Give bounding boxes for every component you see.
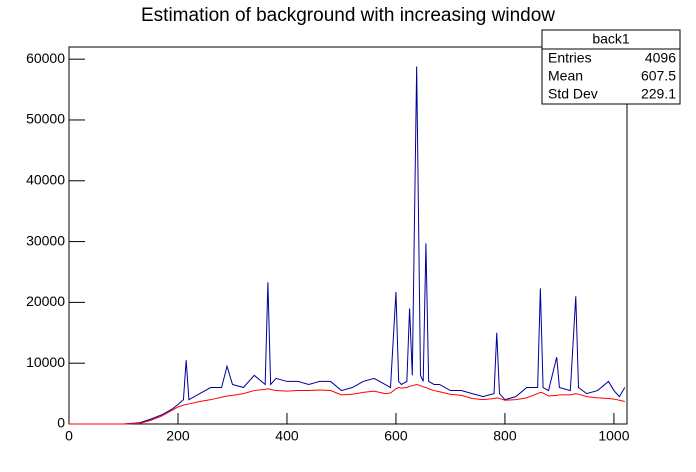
y-tick-label: 30000 (26, 232, 65, 248)
x-tick-label: 800 (493, 428, 517, 444)
stats-value: 607.5 (641, 68, 676, 84)
x-tick-label: 200 (166, 428, 190, 444)
stats-value: 4096 (645, 50, 676, 66)
stats-title: back1 (592, 31, 630, 47)
y-tick-label: 20000 (26, 293, 65, 309)
x-tick-label: 400 (275, 428, 299, 444)
stats-label: Entries (548, 50, 592, 66)
y-tick-label: 40000 (26, 171, 65, 187)
x-tick-label: 0 (65, 428, 73, 444)
plot-frame (68, 46, 628, 425)
stats-label: Mean (548, 68, 583, 84)
y-tick-label: 10000 (26, 354, 65, 370)
y-tick-label: 50000 (26, 111, 65, 127)
series-line (69, 66, 626, 425)
stats-label: Std Dev (548, 86, 598, 102)
x-tick-label: 1000 (598, 428, 629, 444)
y-tick-label: 0 (57, 415, 65, 431)
x-tick-label: 600 (384, 428, 408, 444)
chart-title: Estimation of background with increasing… (141, 5, 555, 26)
stats-value: 229.1 (641, 86, 676, 102)
y-tick-label: 60000 (26, 50, 65, 66)
stats-box (541, 29, 681, 105)
series-line (69, 383, 625, 425)
